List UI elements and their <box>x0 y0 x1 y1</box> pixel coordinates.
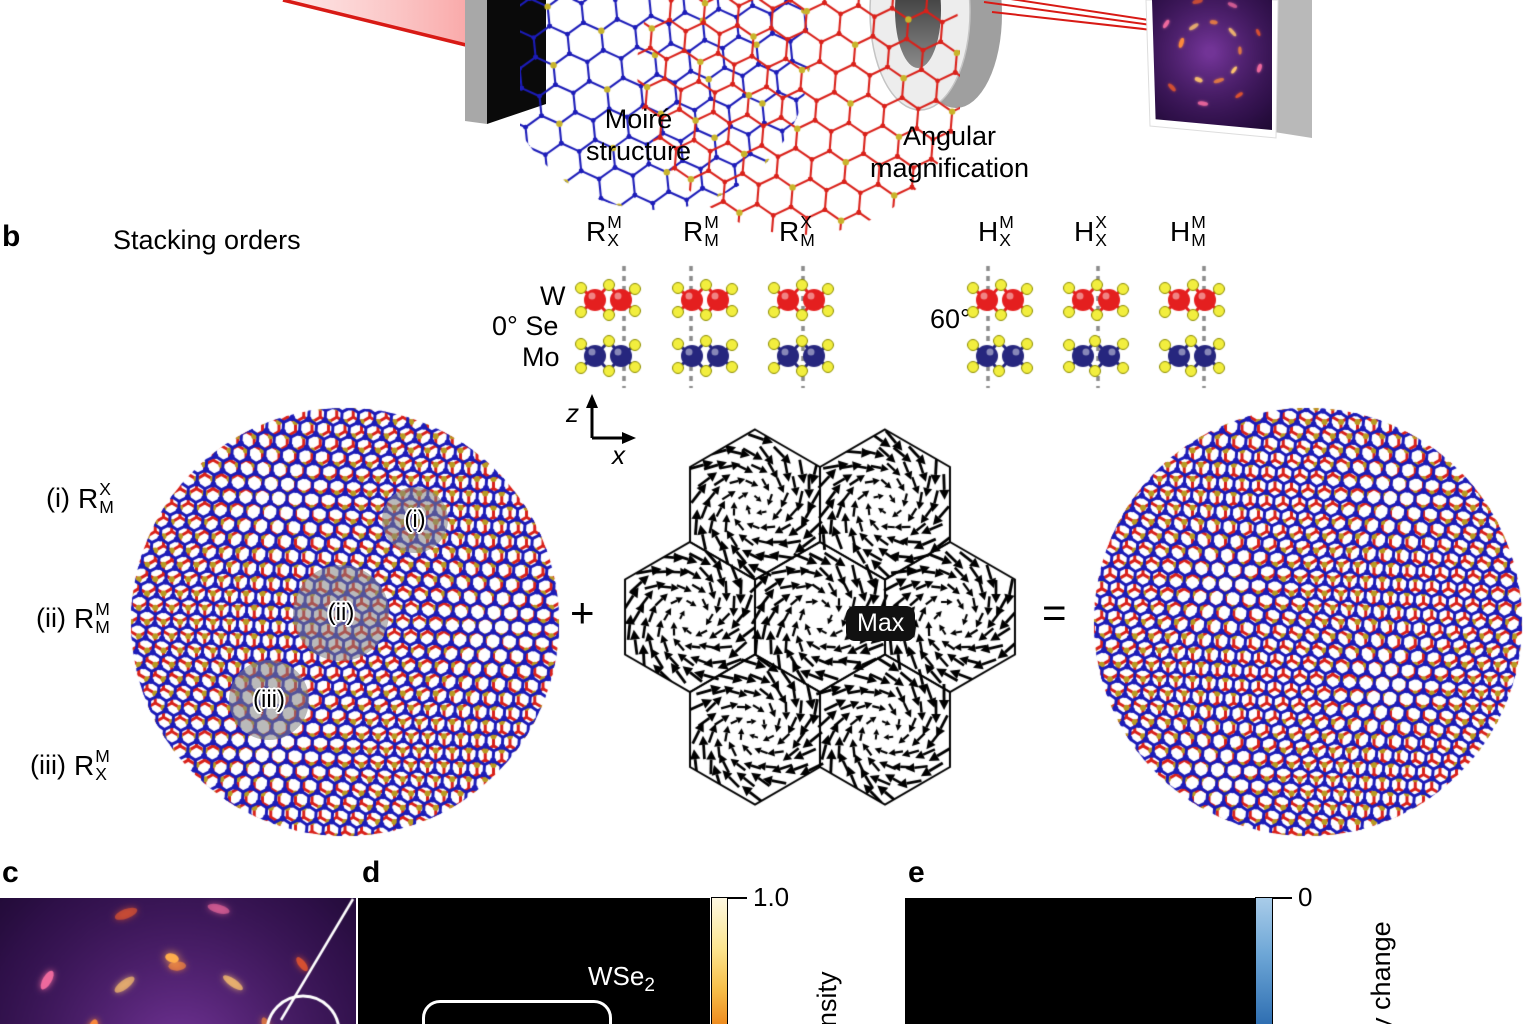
detector-slab <box>1274 0 1312 138</box>
site-base: R <box>77 482 99 514</box>
diffraction-screen-image <box>1152 0 1272 130</box>
stacking-base: H <box>978 215 999 247</box>
stacking-base: H <box>1170 215 1191 247</box>
plus-operator: + <box>570 589 595 636</box>
laser-beam-edge <box>282 0 471 48</box>
colorbar-intensity <box>711 897 728 1024</box>
stacking-base: R <box>683 215 704 247</box>
site-base: R <box>73 602 95 634</box>
stacking-sup: X <box>1095 212 1107 232</box>
site-index: (ii) <box>36 603 66 634</box>
formula-subscript: 2 <box>644 975 655 997</box>
colorbar-d-tick <box>728 897 747 899</box>
stacking-sub: M <box>704 229 719 250</box>
site-marker-circle-ii <box>293 565 389 661</box>
stacking-sub: X <box>1095 229 1107 250</box>
intensity-change-axis-label: Intensity change <box>1366 921 1396 1024</box>
stacking-base: R <box>586 215 607 247</box>
stacking-sub: M <box>1191 229 1206 250</box>
intensity-heatmap <box>358 898 710 1024</box>
site-index: (iii) <box>30 750 66 781</box>
z-axis-label: z <box>566 398 579 428</box>
wse2-formula: WSe2 <box>588 963 655 995</box>
diffraction-pattern-image <box>0 898 356 1024</box>
stacking-sup: M <box>607 212 622 232</box>
panel-e-letter: e <box>908 856 925 889</box>
equals-operator: = <box>1042 589 1067 636</box>
panel-b-letter: b <box>2 220 21 253</box>
colorbar-d-tick-label: 1.0 <box>753 882 790 912</box>
panel-c-letter: c <box>2 856 19 889</box>
site-index: (i) <box>46 483 70 514</box>
site-base: R <box>73 749 95 781</box>
site-marker-label-ii: (ii) <box>327 599 355 626</box>
site-marker-label-i: (i) <box>404 506 426 533</box>
stacking-orders-title: Stacking orders <box>113 225 301 255</box>
sample-plate-side <box>465 0 487 124</box>
displacement-field-hexagons <box>608 418 1032 822</box>
colorbar-e-tick-label: 0 <box>1298 882 1313 912</box>
moire-disc-right <box>1091 405 1525 839</box>
stacking-sup: X <box>800 212 812 232</box>
site-sub: M <box>99 496 114 517</box>
intensity-change-heatmap <box>905 898 1255 1024</box>
z-axis-arrowhead <box>586 394 598 408</box>
stacking-base: R <box>779 215 800 247</box>
site-marker-circle-iii <box>229 660 309 740</box>
stacking-sub: X <box>999 229 1011 250</box>
stacking-sup: M <box>704 212 719 232</box>
intensity-axis-label: Intensity <box>812 971 842 1024</box>
max-badge: Max <box>846 606 916 641</box>
stacking-sub: X <box>607 229 619 250</box>
moire-structure-label: Moiré structure <box>585 104 692 167</box>
site-sup: X <box>99 479 111 499</box>
integration-region-outline <box>422 1000 612 1024</box>
site-sub: X <box>95 763 107 784</box>
formula-base: WSe <box>588 961 645 991</box>
stacking-structures <box>460 258 1250 398</box>
site-sub: M <box>95 616 110 637</box>
angular-magnification-label: Angular magnification <box>869 121 1030 184</box>
site-marker-label-iii: (iii) <box>253 686 285 713</box>
site-marker-circle-i <box>382 487 448 553</box>
site-sup: M <box>95 746 110 766</box>
stacking-sup: M <box>999 212 1014 232</box>
colorbar-intensity-change <box>1255 897 1273 1024</box>
site-sup: M <box>95 599 110 619</box>
moire-bilayer-lattice <box>520 0 960 250</box>
stacking-sup: M <box>1191 212 1206 232</box>
stacking-sub: M <box>800 229 815 250</box>
stacking-base: H <box>1074 215 1095 247</box>
colorbar-e-tick <box>1273 897 1292 899</box>
panel-d-letter: d <box>362 856 381 889</box>
